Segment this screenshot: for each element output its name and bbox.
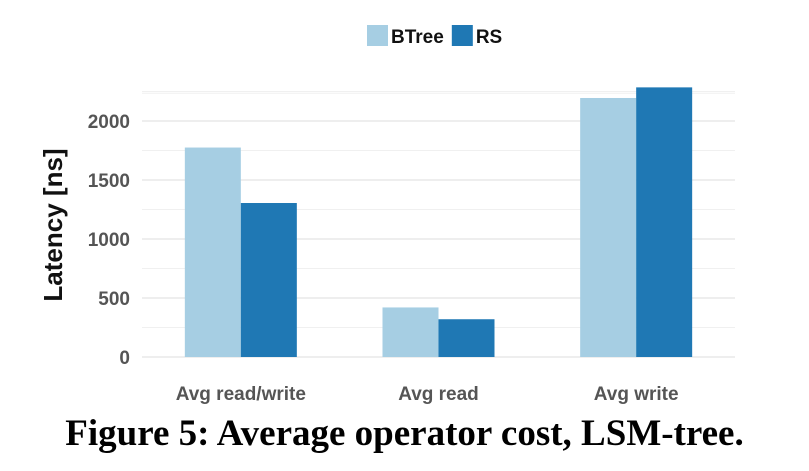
bar-rs-0 (240, 203, 297, 357)
y-tick-label: 1500 (88, 171, 130, 192)
bar-btree-1 (382, 307, 439, 357)
legend-label-rs: RS (476, 27, 502, 48)
x-category-label: Avg read/write (176, 384, 306, 405)
legend-swatch-rs (451, 25, 473, 46)
bar-rs-1 (438, 319, 495, 357)
bar-btree-0 (184, 147, 241, 357)
x-category-label: Avg read (398, 384, 479, 405)
bars (184, 87, 693, 358)
figure-caption: Figure 5: Average operator cost, LSM-tre… (65, 413, 744, 454)
legend: BTree RS (367, 25, 502, 48)
bar-rs-2 (636, 87, 693, 358)
y-axis-title: Latency [ns] (38, 148, 68, 301)
bar-btree-2 (580, 97, 637, 358)
legend-label-btree: BTree (391, 27, 444, 48)
x-category-label: Avg write (594, 384, 679, 405)
y-axis-ticks: 0 500 1000 1500 2000 (88, 112, 130, 369)
y-tick-label: 2000 (88, 112, 130, 133)
y-tick-label: 1000 (88, 230, 130, 251)
legend-swatch-btree (367, 25, 388, 46)
x-axis-categories: Avg read/write Avg read Avg write (176, 384, 679, 405)
y-tick-label: 500 (98, 289, 130, 310)
y-tick-label: 0 (119, 348, 130, 369)
